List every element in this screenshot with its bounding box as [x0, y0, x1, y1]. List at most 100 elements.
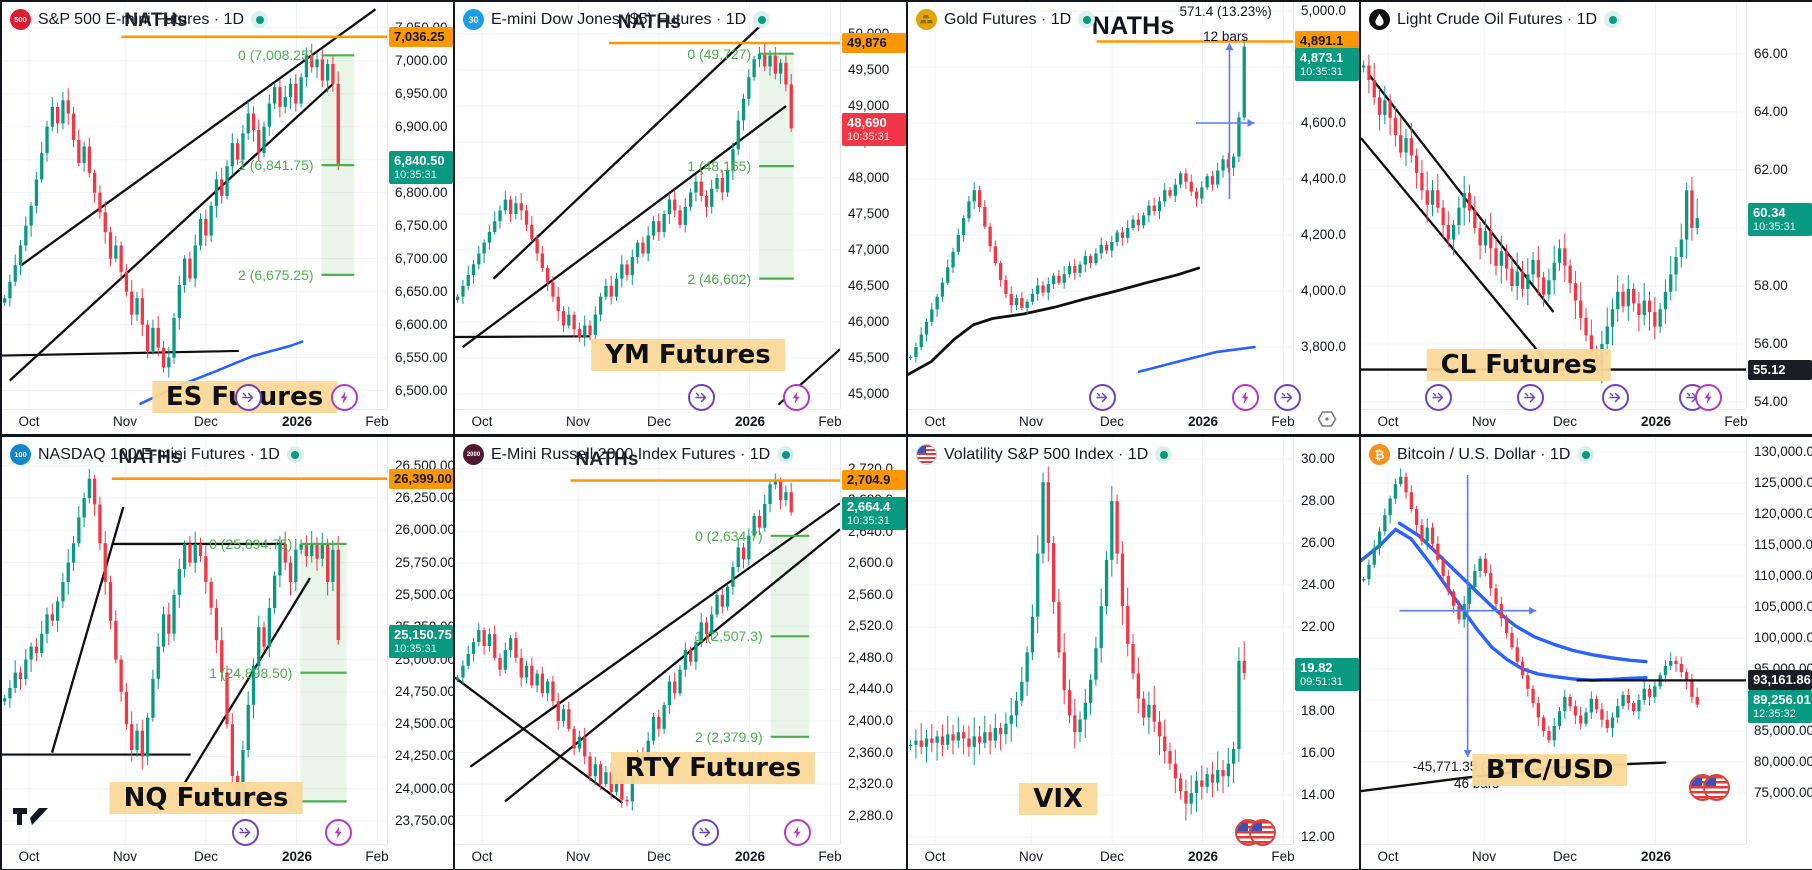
- fib-level-label[interactable]: 1 (2,507.3): [694, 628, 763, 644]
- event-arrow-icon[interactable]: [1425, 384, 1452, 411]
- event-arrow-icon[interactable]: [1602, 384, 1630, 411]
- candles-plot[interactable]: CL Futures: [1361, 2, 1746, 411]
- time-axis[interactable]: Oct Nov Dec 2026 Feb: [908, 409, 1295, 434]
- month-label: Oct: [471, 414, 493, 429]
- futures-name-label[interactable]: CL Futures: [1426, 349, 1612, 382]
- time-axis[interactable]: Oct Nov Dec 2026 Feb: [455, 409, 842, 434]
- event-arrow-icon[interactable]: [688, 384, 716, 411]
- symbol-title[interactable]: NASDAQ 100 E-mini Futures · 1D: [38, 445, 280, 463]
- symbol-title[interactable]: S&P 500 E-mini Futures · 1D: [38, 10, 245, 28]
- time-axis[interactable]: Oct Nov Dec 2026 Feb: [908, 844, 1295, 869]
- price-axis[interactable]: 2,280.0 2,320.0 2,360.0 2,400.0 2,440.0 2,480…: [840, 437, 906, 844]
- event-arrow-icon[interactable]: [692, 819, 720, 846]
- time-axis[interactable]: Oct Nov Dec 2026: [1361, 844, 1746, 869]
- price-axis[interactable]: 23,750.00 24,000.00 24,250.00 24,500.00 24,7…: [387, 437, 455, 844]
- fib-level-label[interactable]: 1 (24,898.50): [209, 665, 293, 681]
- price-axis[interactable]: 45,000 45,500 46,000 46,500 47,000 47,500 48,0…: [840, 2, 906, 409]
- event-bolt-icon[interactable]: [783, 384, 811, 411]
- symbol-logo-icon: [1369, 9, 1390, 30]
- symbol-title[interactable]: Light Crude Oil Futures · 1D: [1397, 10, 1598, 28]
- candles-plot[interactable]: NATHs 571.4 (13.23%) 12 bars: [908, 2, 1302, 411]
- month-label: Feb: [1271, 849, 1295, 864]
- event-arrow-icon[interactable]: [1089, 384, 1117, 411]
- month-label: Nov: [1018, 414, 1044, 429]
- axis-tick-label: 100,000.00: [1754, 630, 1812, 645]
- fib-level-label[interactable]: 0 (7,008.25): [238, 47, 314, 63]
- price-badge-green: 25,150.75 10:35:31: [389, 625, 453, 658]
- fib-level-label[interactable]: 1 (48,165): [687, 158, 752, 174]
- time-axis[interactable]: Oct Nov Dec 2026 Feb: [1361, 409, 1748, 434]
- symbol-title[interactable]: E-Mini Russell 2000 Index Futures · 1D: [491, 445, 771, 463]
- chart-panel-btc[interactable]: BTC/USD-45,771.35 (-36.24%)46 bars 75,00…: [1361, 437, 1812, 870]
- candles-plot[interactable]: VIX: [908, 437, 1293, 846]
- axis-tick-label: 24,750.00: [395, 684, 455, 699]
- futures-name-label[interactable]: YM Futures: [591, 338, 785, 371]
- price-axis[interactable]: 12.0014.0016.0018.0020.0022.0024.0026.00…: [1293, 437, 1359, 844]
- price-badge-value: 26,399.00: [394, 471, 452, 486]
- event-bolt-icon[interactable]: [325, 819, 353, 846]
- event-arrow-icon[interactable]: [1274, 384, 1302, 411]
- price-axis[interactable]: 6,500.00 6,550.00 6,600.00 6,650.00 6,700.00…: [387, 2, 453, 409]
- fib-level-label[interactable]: 0 (49,727): [687, 46, 752, 62]
- axis-tick-label: 4,000.0: [1301, 283, 1347, 298]
- symbol-title[interactable]: Volatility S&P 500 Index · 1D: [944, 445, 1149, 463]
- price-axis[interactable]: 54.0056.0058.0060.0062.0064.0066.0060.34…: [1746, 2, 1812, 409]
- event-arrow-icon[interactable]: [1517, 384, 1545, 411]
- price-axis[interactable]: 75,000.0080,000.0085,000.0090,000.0095,0…: [1746, 437, 1812, 844]
- candles-plot[interactable]: NATHs 0 (2,634.7) 1 (2,507.3) 2 (2,379.9) RT…: [455, 437, 840, 846]
- symbol-header: 500 S&P 500 E-mini Futures · 1D: [10, 9, 269, 30]
- symbol-title[interactable]: Gold Futures · 1D: [944, 10, 1072, 28]
- symbol-title[interactable]: E-mini Dow Jones ($5) Futures · 1D: [491, 10, 747, 28]
- naths-label[interactable]: NATHs: [575, 449, 639, 470]
- chart-panel-rty[interactable]: NATHs 0 (2,634.7) 1 (2,507.3) 2 (2,379.9) RT…: [455, 437, 908, 870]
- candles-plot[interactable]: NATHs 0 (7,008.25) 1 (6,841.75) 2 (6,675.25…: [2, 2, 387, 413]
- month-label: Feb: [365, 414, 389, 429]
- futures-name-label[interactable]: VIX: [1019, 782, 1098, 815]
- event-bolt-icon[interactable]: [330, 384, 358, 411]
- fib-level-label[interactable]: 1 (6,841.75): [238, 157, 314, 173]
- naths-label[interactable]: NATHs: [124, 10, 188, 31]
- candles-plot[interactable]: BTC/USD-45,771.35 (-36.24%)46 bars: [1361, 437, 1746, 844]
- fib-level-label[interactable]: 0 (2,634.7): [694, 528, 763, 544]
- event-arrow-icon[interactable]: [235, 384, 263, 411]
- futures-name-label[interactable]: RTY Futures: [610, 751, 816, 784]
- fib-level-label[interactable]: 2 (2,379.9): [694, 729, 763, 745]
- symbol-title[interactable]: Bitcoin / U.S. Dollar · 1D: [1397, 445, 1571, 463]
- event-bolt-icon[interactable]: [1694, 384, 1722, 411]
- event-bolt-icon[interactable]: [783, 819, 811, 846]
- time-axis[interactable]: Oct Nov Dec 2026 Feb: [455, 844, 842, 869]
- chart-panel-cl[interactable]: CL Futures 54.0056.0058.0060.0062.0064.0…: [1361, 2, 1812, 437]
- axis-tick-label: 75,000.00: [1754, 785, 1812, 800]
- naths-label[interactable]: NATHs: [1091, 12, 1175, 40]
- axis-tick-label: 6,500.00: [395, 383, 448, 398]
- flag-icon[interactable]: [1689, 774, 1731, 801]
- event-arrow-icon[interactable]: [231, 819, 259, 846]
- fib-level-label[interactable]: 0 (25,894.75): [209, 536, 293, 552]
- time-axis[interactable]: Oct Nov Dec 2026 Feb: [2, 409, 389, 434]
- futures-name-label[interactable]: NQ Futures: [109, 782, 303, 814]
- flag-icon[interactable]: [1234, 819, 1276, 846]
- candles-plot[interactable]: NATHs 0 (49,727) 1 (48,165) 2 (46,602) YM Fu…: [455, 2, 840, 411]
- chart-panel-es[interactable]: NATHs 0 (7,008.25) 1 (6,841.75) 2 (6,675.25…: [2, 2, 455, 437]
- time-axis[interactable]: Oct Nov Dec 2026 Feb: [2, 844, 389, 869]
- chart-panel-gc[interactable]: NATHs 571.4 (13.23%) 12 bars 3,800.0 4,000.…: [908, 2, 1361, 437]
- naths-label[interactable]: NATHs: [118, 447, 182, 468]
- hexagon-settings-icon[interactable]: [1316, 408, 1338, 434]
- event-bolt-icon[interactable]: [1231, 384, 1259, 411]
- month-label: Dec: [1099, 849, 1125, 864]
- price-axis[interactable]: 3,800.04,000.04,200.04,400.04,600.04,800…: [1293, 2, 1359, 409]
- chart-panel-vix[interactable]: VIX 12.0014.0016.0018.0020.0022.0024.002…: [908, 437, 1361, 870]
- axis-tick-label: 62.00: [1754, 162, 1788, 177]
- month-label: Nov: [1471, 414, 1497, 429]
- futures-name-label[interactable]: BTC/USD: [1471, 753, 1628, 786]
- chart-panel-ym[interactable]: NATHs 0 (49,727) 1 (48,165) 2 (46,602) YM Fu…: [455, 2, 908, 437]
- tradingview-logo[interactable]: [12, 807, 50, 831]
- naths-label[interactable]: NATHs: [617, 12, 682, 33]
- price-badge-value: 6,840.50: [394, 153, 445, 168]
- price-badge-value: 4,873.1: [1300, 50, 1344, 65]
- fib-level-label[interactable]: 2 (46,602): [687, 271, 752, 287]
- axis-tick-label: 46,500: [848, 278, 890, 293]
- fib-level-label[interactable]: 2 (6,675.25): [238, 267, 314, 283]
